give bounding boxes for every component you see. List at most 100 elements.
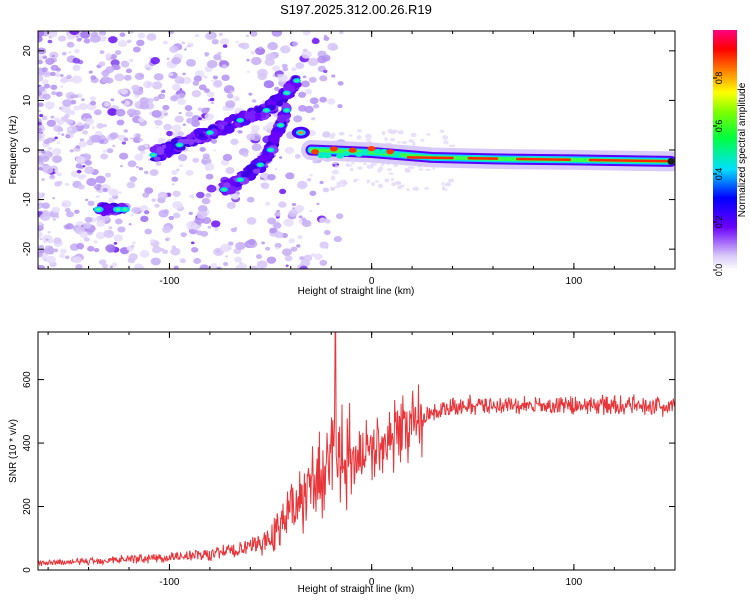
noise-blob [65,223,74,230]
noise-blob [75,35,79,38]
noise-blob [331,169,339,175]
noise-blob [150,257,161,266]
noise-blob [182,72,186,76]
line-start-blob [329,146,338,152]
noise-blob [171,183,175,186]
noise-blob [225,166,235,174]
noise-blob [107,108,118,116]
noise-blob [171,124,182,132]
noise-blob [38,31,45,38]
noise-blob [60,104,71,113]
noise-blob [386,168,393,171]
noise-blob [68,78,74,83]
noise-blob [47,230,51,234]
noise-blob [123,129,129,133]
noise-blob [42,93,51,100]
snr-frame [37,331,676,571]
noise-blob [331,74,336,78]
noise-blob [202,159,208,164]
track-blob [181,138,193,144]
noise-blob [171,57,182,65]
noise-blob [143,170,149,175]
noise-blob [327,98,336,105]
noise-blob [95,195,100,199]
noise-blob [319,75,328,82]
noise-blob [186,221,197,230]
noise-blob [418,168,424,171]
noise-blob [256,260,268,269]
noise-blob [206,184,217,193]
noise-blob [285,172,295,180]
noise-blob [55,215,60,219]
colorbar: 0.0 0.2 0.4 0.6 0.8 Normalized spectral ampl… [713,30,748,276]
noise-blob [93,240,98,244]
noise-blob [76,242,85,250]
noise-blob [163,123,172,131]
noise-blob [83,237,90,242]
noise-blob [220,38,230,46]
line-start-blob [373,148,382,155]
noise-blob [151,110,162,118]
noise-blob [245,34,250,38]
noise-blob [377,168,382,173]
y-tick-label: 0 [22,567,33,573]
noise-blob [390,178,395,181]
noise-blob [93,109,102,116]
noise-blob [74,48,80,54]
noise-blob [448,144,456,148]
noise-blob [247,238,256,246]
noise-blob [136,265,145,269]
noise-blob [363,162,367,165]
x-tick-label: -100 [159,577,179,588]
track-blob [153,156,161,161]
hot-spot-core [238,178,243,181]
noise-blob [73,94,79,99]
noise-blob [205,173,214,180]
noise-blob [150,57,161,65]
colorbar-tick-label: 0.4 [714,168,724,181]
noise-blob [38,54,43,61]
noise-blob [100,135,106,140]
noise-blob [120,88,128,95]
noise-blob [384,137,388,141]
noise-blob [238,43,245,48]
noise-blob [234,256,243,263]
noise-blob [55,91,63,97]
noise-blob [331,132,336,137]
noise-blob [39,248,45,254]
noise-blob [128,58,134,63]
noise-blob [162,249,169,255]
noise-blob [201,197,211,205]
noise-blob [123,74,132,81]
noise-blob [41,202,51,209]
colorbar-label: Normalized spectral amplitude [737,82,748,217]
noise-blob [246,70,250,73]
noise-blob [311,38,320,45]
noise-blob [443,140,449,145]
noise-blob [67,127,73,132]
noise-blob [52,217,57,221]
noise-blob [407,166,415,170]
snr-series-line [38,332,675,567]
noise-blob [56,172,62,177]
noise-blob [45,57,55,65]
y-tick-label: 0 [22,147,33,153]
noise-blob [146,33,157,41]
noise-blob [291,41,299,47]
spectrogram-marks [38,31,675,269]
noise-blob [281,248,292,257]
line-start-blob [386,149,395,155]
noise-blob [130,244,135,248]
noise-blob [311,117,316,121]
noise-blob [350,161,355,165]
noise-blob [66,74,72,80]
track-blob [259,154,271,162]
noise-blob [77,184,85,190]
noise-blob [69,94,75,99]
noise-blob [444,188,448,191]
noise-blob [202,153,210,160]
noise-blob [222,44,228,48]
x-tick-label: 0 [369,577,375,588]
noise-blob [118,191,122,194]
